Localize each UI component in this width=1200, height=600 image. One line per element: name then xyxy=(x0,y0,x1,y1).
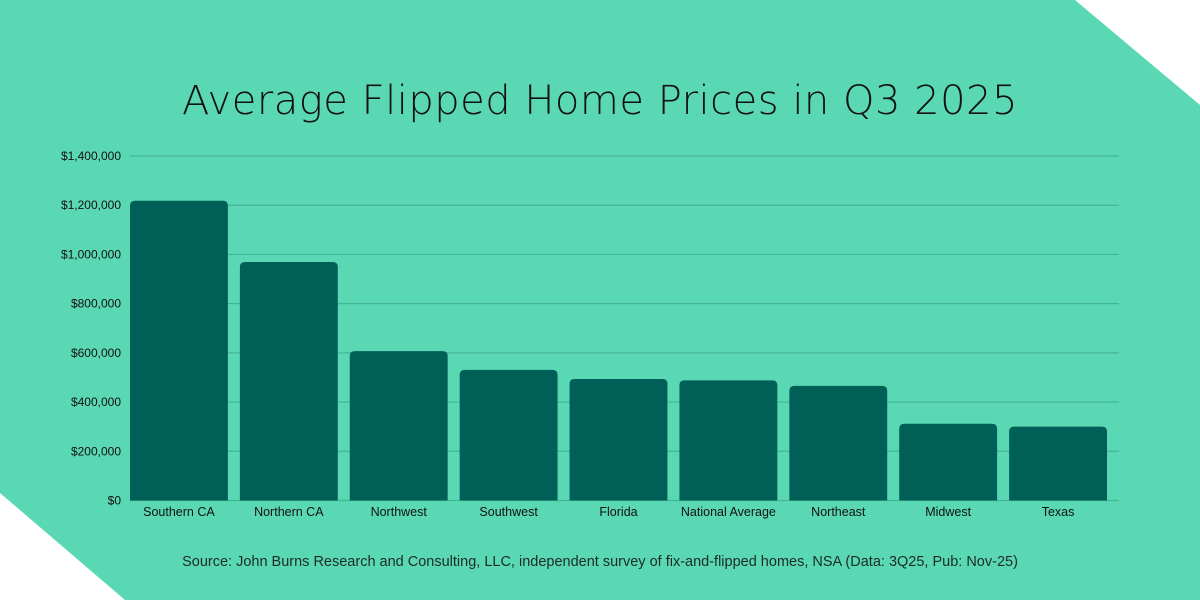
y-tick-label: $400,000 xyxy=(71,395,121,409)
y-tick-label: $1,000,000 xyxy=(61,247,121,261)
chart-title: Average Flipped Home Prices in Q3 2025 xyxy=(182,78,1018,124)
bar-florida xyxy=(569,378,668,501)
x-tick-label: National Average xyxy=(681,505,776,519)
y-tick-label: $600,000 xyxy=(71,346,121,360)
y-tick-label: $200,000 xyxy=(71,444,121,458)
x-tick-label: Texas xyxy=(1042,505,1075,519)
x-tick-label: Northeast xyxy=(811,505,866,519)
bar-southwest xyxy=(459,369,558,501)
bar-northern-ca xyxy=(239,262,338,501)
x-tick-label: Florida xyxy=(599,505,637,519)
x-tick-label: Southern CA xyxy=(143,505,215,519)
y-tick-label: $1,200,000 xyxy=(61,198,121,212)
bar-national-average xyxy=(679,380,778,501)
bar-northwest xyxy=(349,351,448,501)
y-tick-label: $0 xyxy=(108,494,122,508)
bar-northeast xyxy=(789,385,888,501)
bar-midwest xyxy=(899,423,998,501)
x-tick-label: Northwest xyxy=(371,505,428,519)
bar-texas xyxy=(1009,426,1107,501)
x-tick-label: Midwest xyxy=(925,505,971,519)
bar-southern-ca xyxy=(130,200,228,501)
y-tick-label: $800,000 xyxy=(71,297,121,311)
x-tick-label: Northern CA xyxy=(254,505,324,519)
source-note: Source: John Burns Research and Consulti… xyxy=(182,554,1018,570)
y-tick-label: $1,400,000 xyxy=(61,149,121,163)
x-tick-label: Southwest xyxy=(479,505,538,519)
